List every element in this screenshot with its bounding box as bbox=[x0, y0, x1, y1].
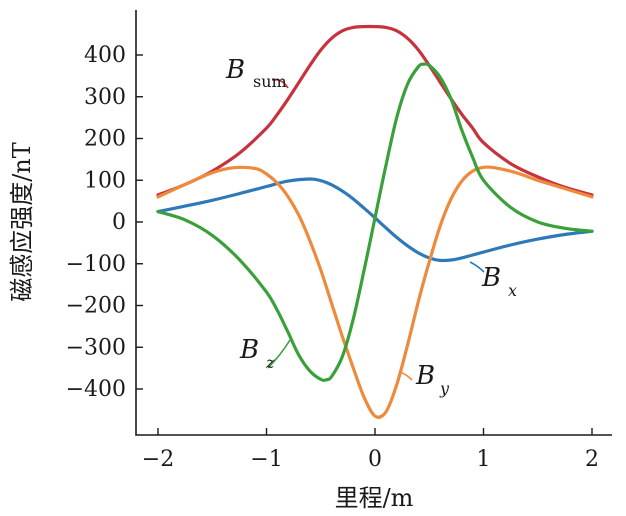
series-label-bx: B bbox=[481, 263, 501, 293]
axis-frame bbox=[135, 10, 612, 436]
series-line-bz bbox=[156, 62, 594, 382]
y-tick-label: 400 bbox=[84, 43, 126, 68]
label-leader-bz bbox=[267, 339, 291, 369]
x-ticks: −2 −1 0 1 2 bbox=[142, 428, 599, 472]
series-label-sub-bz: z bbox=[265, 353, 275, 372]
series-label-bsum: B bbox=[225, 55, 245, 85]
axes bbox=[135, 10, 612, 436]
y-tick-label: −100 bbox=[66, 252, 126, 277]
label-leader-bx bbox=[469, 261, 485, 273]
series-label-by: B bbox=[415, 361, 435, 391]
y-tick-label: −400 bbox=[66, 377, 126, 402]
y-tick-label: −200 bbox=[66, 294, 126, 319]
y-tick-label: 200 bbox=[84, 127, 126, 152]
y-ticks: 400 300 200 100 0 −100 −200 −300 −400 bbox=[66, 43, 143, 402]
series-label-sub-bsum: sum bbox=[253, 72, 287, 91]
series-label-bz: B bbox=[239, 335, 259, 365]
x-axis-label: 里程/m bbox=[335, 484, 414, 512]
x-tick-label: 2 bbox=[585, 447, 599, 472]
x-tick-label: 0 bbox=[368, 447, 382, 472]
y-tick-label: −300 bbox=[66, 335, 126, 360]
series-lines bbox=[156, 24, 594, 419]
label-leader-by bbox=[399, 371, 413, 381]
series-label-sub-by: y bbox=[439, 379, 450, 398]
y-axis-label: 磁感应强度/nT bbox=[8, 142, 36, 302]
series-line-bsum bbox=[156, 24, 594, 197]
label-leader-bsum bbox=[271, 78, 289, 89]
y-tick-label: 300 bbox=[84, 85, 126, 110]
series-line-by bbox=[156, 165, 594, 419]
x-tick-label: −1 bbox=[250, 447, 282, 472]
x-tick-label: −2 bbox=[142, 447, 174, 472]
series-line-bx bbox=[156, 177, 594, 263]
y-tick-label: 100 bbox=[84, 168, 126, 193]
series-label-sub-bx: x bbox=[508, 281, 517, 300]
x-tick-label: 1 bbox=[477, 447, 491, 472]
y-tick-label: 0 bbox=[112, 210, 126, 235]
